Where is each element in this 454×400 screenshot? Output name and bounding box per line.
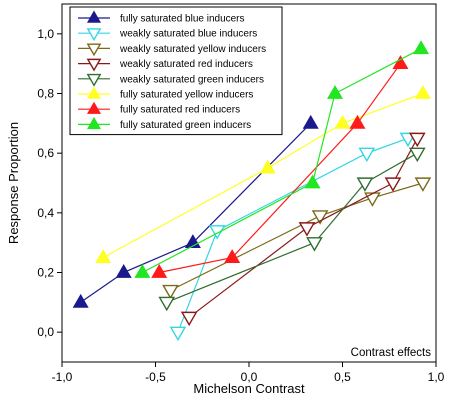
data-point [158, 296, 176, 312]
data-point [392, 55, 409, 70]
legend-label: weakly saturated red inducers [119, 59, 253, 70]
legend-label: weakly saturated blue inducers [119, 29, 257, 40]
y-tick-label: 0,8 [37, 87, 54, 101]
data-point [224, 249, 241, 263]
data-point [304, 174, 321, 189]
legend-label: weakly saturated yellow inducers [119, 44, 266, 55]
legend-marker [86, 101, 102, 114]
data-point [408, 147, 426, 163]
data-point [413, 40, 430, 55]
series-line [142, 48, 422, 274]
data-point [72, 293, 89, 308]
data-point [334, 114, 351, 129]
data-point [327, 84, 344, 99]
series-line [177, 137, 409, 333]
data-point [408, 132, 426, 148]
series-7 [151, 55, 409, 278]
x-axis-title: Michelson Contrast [193, 381, 305, 396]
legend-marker [86, 116, 102, 130]
data-point [259, 159, 276, 174]
x-tick-label: -0,5 [145, 370, 166, 384]
series-2 [169, 132, 417, 342]
data-point [208, 225, 226, 240]
legend-label: weakly saturated green inducers [119, 74, 264, 85]
data-point [349, 114, 366, 129]
series-8 [134, 40, 430, 278]
data-point [298, 222, 316, 237]
x-tick-label: 0,0 [241, 370, 258, 384]
data-point [302, 114, 319, 129]
data-point [384, 177, 402, 192]
legend-marker [86, 43, 102, 57]
y-tick-label: 0,0 [37, 325, 54, 339]
x-tick-label: 1,0 [428, 370, 445, 384]
series-line [80, 122, 312, 303]
y-axis-title: Response Proportion [6, 122, 21, 244]
series-line [159, 63, 401, 274]
data-point [358, 147, 376, 163]
contrast-effects-annotation: Contrast effects [351, 347, 432, 359]
data-point [306, 237, 323, 252]
legend-marker [86, 86, 102, 99]
y-tick-label: 0,6 [37, 146, 54, 160]
x-tick-label: 0,5 [334, 370, 351, 384]
data-point [151, 263, 168, 278]
series-line [102, 92, 424, 259]
data-point [169, 326, 187, 342]
data-point [95, 249, 112, 263]
data-point [162, 284, 179, 300]
legend-label: fully saturated red inducers [120, 105, 240, 116]
data-point [115, 263, 132, 278]
legend-marker [86, 73, 102, 87]
legend-label: fully saturated blue inducers [120, 14, 245, 25]
data-point [180, 311, 198, 327]
data-point [356, 177, 374, 192]
data-point [414, 84, 431, 99]
legend-marker [86, 58, 102, 72]
y-tick-label: 1,0 [37, 27, 54, 41]
legend-marker [86, 28, 102, 42]
legend-label: fully saturated green inducers [120, 120, 251, 131]
y-tick-label: 0,2 [37, 266, 54, 280]
series-line [166, 152, 418, 303]
data-point [134, 263, 151, 278]
legend-marker [86, 10, 102, 23]
data-point [311, 210, 329, 225]
legend-box [69, 6, 283, 136]
y-tick-label: 0,4 [37, 206, 54, 220]
data-point [414, 177, 432, 192]
series-5 [158, 147, 426, 312]
legend-label: fully saturated yellow inducers [120, 90, 253, 101]
series-6 [95, 84, 431, 263]
x-tick-label: -1,0 [52, 370, 73, 384]
